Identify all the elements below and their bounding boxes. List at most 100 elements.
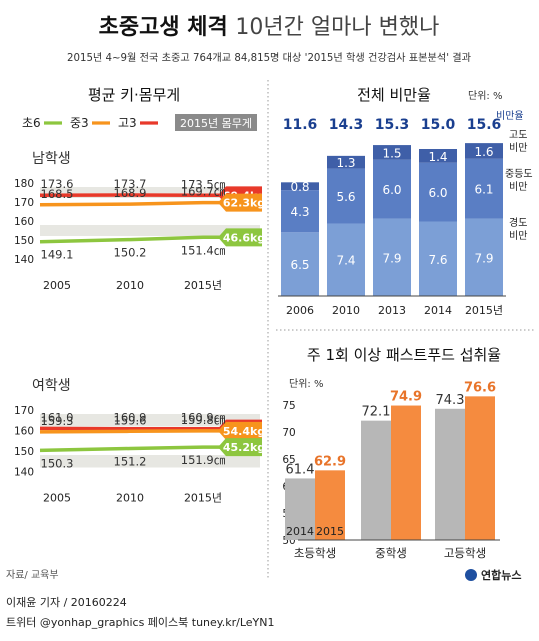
girls-label-중3-0: 159.3 bbox=[41, 414, 74, 428]
girls-weight-badge-중3 bbox=[218, 421, 262, 440]
fastfood-xtick-1: 중학생 bbox=[375, 546, 407, 560]
obesity-value-3-1: 6.0 bbox=[428, 186, 447, 200]
fastfood-unit: 단위: % bbox=[289, 377, 323, 390]
boys-label-초6-2: 151.4㎝ bbox=[181, 243, 226, 257]
obesity-value-4-1: 6.1 bbox=[474, 183, 493, 197]
obesity-value-0-1: 4.3 bbox=[290, 205, 309, 219]
girls-panel-label: 여학생 bbox=[32, 378, 71, 394]
obesity-bar-3-1 bbox=[419, 162, 457, 222]
fastfood-value-1-1: 74.9 bbox=[390, 390, 422, 405]
obesity-value-2-0: 7.9 bbox=[382, 251, 401, 265]
girls-weight-badge-초6 bbox=[218, 438, 262, 457]
boys-ytick-3: 150 bbox=[14, 235, 34, 247]
girls-weight-label-초6: 45.2kg bbox=[223, 441, 265, 454]
obesity-xtick-4: 2015년 bbox=[465, 304, 503, 317]
boys-xtick-2: 2015년 bbox=[184, 279, 222, 292]
fastfood-ytick-2: 65 bbox=[282, 454, 295, 466]
girls-label-중3-2: 159.8㎝ bbox=[181, 413, 226, 427]
obesity-bar-4-0 bbox=[465, 218, 503, 296]
girls-ytick-3: 140 bbox=[14, 467, 34, 479]
obesity-xtick-2: 2013 bbox=[378, 304, 406, 317]
fastfood-bar-1-0 bbox=[361, 420, 391, 540]
boys-weight-badge-중3 bbox=[218, 193, 262, 212]
girls-label-고3-2: 160.9㎝ bbox=[181, 411, 226, 425]
boys-band-160 bbox=[40, 225, 260, 236]
boys-label-초6-0: 149.1 bbox=[41, 248, 74, 262]
obesity-bar-4-1 bbox=[465, 158, 503, 219]
legend-label-0: 초6 bbox=[22, 116, 41, 130]
obesity-bar-1-1 bbox=[327, 168, 365, 224]
fastfood-xtick-2: 고등학생 bbox=[444, 546, 486, 560]
girls-ytick-1: 160 bbox=[14, 426, 34, 438]
obesity-value-2-1: 6.0 bbox=[382, 183, 401, 197]
boys-label-고3-1: 173.7 bbox=[114, 177, 147, 191]
obesity-value-2-2: 1.5 bbox=[382, 146, 401, 160]
legend-label-2: 고3 bbox=[118, 116, 137, 130]
obesity-bar-1-2 bbox=[327, 155, 365, 169]
obesity-bar-1-0 bbox=[327, 223, 365, 296]
main-title-bold: 초중고생 체격 bbox=[99, 15, 236, 40]
girls-label-고3-1: 160.9 bbox=[114, 411, 147, 425]
girls-label-중3-1: 159.6 bbox=[114, 413, 147, 427]
girls-label-초6-2: 151.9㎝ bbox=[181, 453, 226, 467]
obesity-bar-3-2 bbox=[419, 149, 457, 163]
obesity-total-4: 15.6 bbox=[467, 117, 502, 133]
girls-line-중3 bbox=[39, 429, 222, 434]
obesity-total-0: 11.6 bbox=[283, 117, 318, 133]
obesity-legend-high-1: 고도 bbox=[509, 130, 527, 141]
obesity-bar-2-0 bbox=[373, 218, 411, 296]
source-credit: 자료/ 교육부 bbox=[6, 569, 59, 581]
obesity-total-2: 15.3 bbox=[375, 117, 410, 133]
boys-panel-label: 남학생 bbox=[32, 151, 71, 167]
boys-weight-label-초6: 46.6kg bbox=[223, 231, 265, 244]
obesity-title: 전체 비만율 bbox=[357, 86, 431, 104]
girls-label-초6-0: 150.3 bbox=[41, 456, 74, 470]
boys-label-중3-1: 168.9 bbox=[114, 186, 147, 200]
obesity-total-legend: 비만율 bbox=[496, 110, 524, 122]
girls-label-고3-0: 161.0 bbox=[41, 410, 74, 424]
boys-label-초6-1: 150.2 bbox=[114, 246, 147, 260]
obesity-bar-4-2 bbox=[465, 143, 503, 159]
obesity-value-0-0: 6.5 bbox=[290, 258, 309, 272]
obesity-value-1-2: 1.3 bbox=[336, 156, 355, 170]
obesity-bar-0-2 bbox=[281, 182, 319, 191]
boys-weight-badge-초6 bbox=[218, 228, 262, 247]
social-credit: 트위터 @yonhap_graphics 페이스북 tuney.kr/LeYN1 bbox=[6, 616, 275, 629]
boys-ytick-0: 180 bbox=[14, 178, 34, 190]
obesity-xtick-0: 2006 bbox=[286, 304, 314, 317]
fastfood-xtick-0: 초등학생 bbox=[294, 546, 336, 560]
boys-xtick-1: 2010 bbox=[116, 279, 144, 292]
obesity-value-3-0: 7.6 bbox=[428, 253, 447, 267]
obesity-legend-mid-2: 비만 bbox=[509, 181, 527, 193]
height-weight-title: 평균 키·몸무게 bbox=[88, 86, 180, 104]
fastfood-bar-0-0 bbox=[285, 478, 315, 540]
girls-xtick-2: 2015년 bbox=[184, 492, 222, 505]
weight-legend-box bbox=[175, 114, 257, 131]
girls-xtick-1: 2010 bbox=[116, 492, 144, 505]
obesity-total-3: 15.0 bbox=[421, 117, 456, 133]
boys-ytick-2: 160 bbox=[14, 216, 34, 228]
fastfood-value-0-0: 61.4 bbox=[286, 462, 315, 477]
subtitle: 2015년 4~9월 전국 초중고 764개교 84,815명 대상 '2015… bbox=[67, 52, 472, 64]
girls-weight-label-중3: 54.4kg bbox=[223, 425, 265, 438]
girls-xtick-0: 2005 bbox=[43, 492, 71, 505]
boys-label-중3-2: 169.7㎝ bbox=[181, 185, 226, 199]
fastfood-bar-2-0 bbox=[435, 408, 465, 540]
boys-band-180 bbox=[40, 187, 260, 198]
obesity-unit: 단위: % bbox=[468, 89, 502, 102]
obesity-legend-high-2: 비만 bbox=[509, 142, 527, 154]
fastfood-value-2-0: 74.3 bbox=[436, 393, 465, 408]
obesity-xtick-1: 2010 bbox=[332, 304, 360, 317]
fastfood-series-label-0: 2014 bbox=[286, 525, 314, 538]
main-title-light: 10년간 얼마나 변했나 bbox=[235, 15, 439, 40]
girls-label-초6-1: 151.2 bbox=[114, 455, 147, 469]
girls-band-150 bbox=[40, 455, 260, 468]
fastfood-value-1-0: 72.1 bbox=[362, 405, 391, 420]
reporter-credit: 이재윤 기자 / 20160224 bbox=[6, 596, 127, 609]
obesity-bar-3-0 bbox=[419, 221, 457, 296]
boys-label-고3-0: 173.6 bbox=[41, 177, 74, 191]
boys-weight-label-중3: 62.3kg bbox=[223, 197, 265, 210]
fastfood-bar-0-1 bbox=[315, 470, 345, 540]
